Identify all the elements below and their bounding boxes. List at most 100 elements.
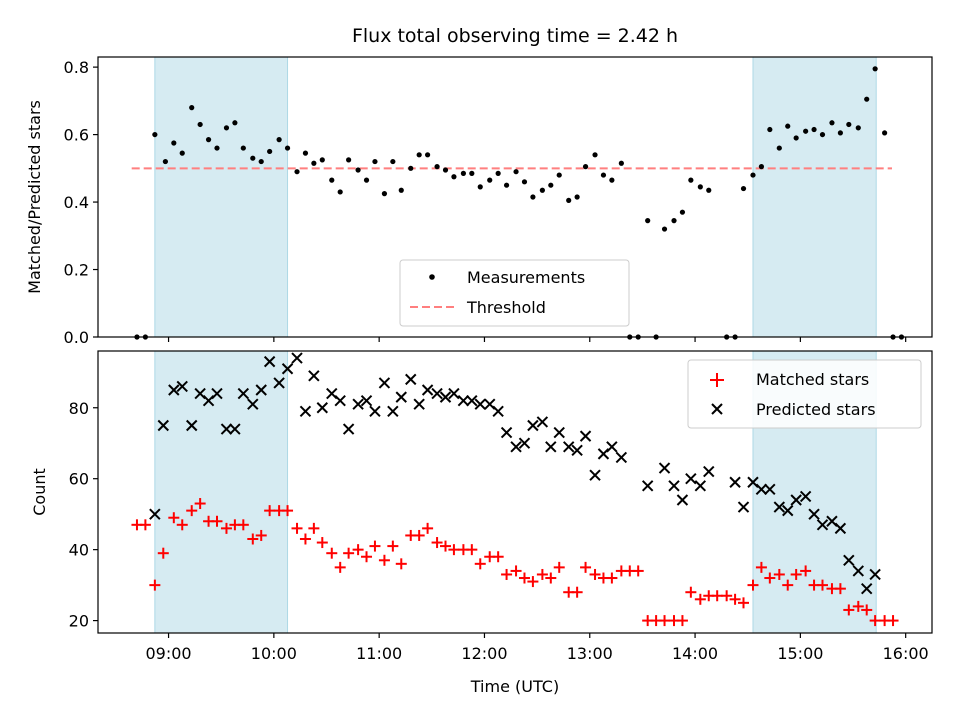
measurement-point — [846, 121, 852, 128]
shaded-interval — [154, 350, 289, 634]
legend-matched-marker — [710, 373, 724, 387]
predicted-star-point — [378, 377, 391, 389]
matched-star-point — [659, 615, 671, 627]
measurement-point — [355, 167, 361, 173]
matched-star-point — [448, 544, 460, 556]
measurement-point — [346, 157, 352, 163]
y-tick-label: 0.2 — [64, 261, 89, 280]
measurement-point — [837, 130, 843, 136]
measurement-point — [556, 172, 562, 178]
matched-star-point — [139, 519, 151, 531]
matched-star-point — [413, 529, 425, 541]
matched-star-point — [773, 568, 785, 580]
measurement-point — [171, 140, 177, 146]
bottom-panel: 20 40 60 80 09:00 10:00 11:00 12:00 13:00 14:00 1… — [30, 350, 933, 696]
predicted-star-point — [843, 554, 855, 566]
predicted-star-point — [852, 565, 864, 577]
predicted-star-point — [395, 391, 407, 403]
measurement-point — [434, 164, 440, 170]
measurement-point — [855, 125, 861, 131]
measurement-point — [152, 131, 158, 138]
measurement-point — [592, 152, 598, 158]
matched-star-point — [378, 554, 390, 566]
matched-star-point — [738, 597, 750, 609]
matched-star-point — [211, 515, 223, 527]
shaded-interval — [752, 56, 877, 338]
predicted-star-point — [518, 437, 531, 449]
predicted-star-point — [448, 387, 460, 400]
measurement-point — [521, 179, 528, 185]
predicted-star-point — [308, 370, 320, 382]
predicted-star-point — [247, 398, 259, 410]
x-tick-label: 09:00 — [145, 644, 191, 663]
legend-threshold-label: Threshold — [466, 298, 546, 317]
measurement-point — [539, 187, 545, 193]
matched-star-point — [395, 558, 407, 570]
measurement-point — [513, 169, 519, 175]
measurement-point — [495, 170, 501, 176]
measurement-point — [311, 160, 317, 166]
top-x-ticks — [167, 337, 907, 342]
matched-star-point — [492, 551, 504, 563]
matched-star-point — [510, 565, 522, 577]
matched-star-point — [518, 572, 530, 584]
predicted-star-point — [562, 441, 575, 453]
matched-star-point — [816, 579, 828, 591]
predicted-star-point — [816, 519, 829, 531]
matched-stars-series — [131, 498, 899, 627]
measurement-point — [240, 145, 246, 151]
matched-star-point — [361, 551, 373, 563]
predicted-star-point — [834, 522, 847, 535]
measurement-point — [363, 177, 370, 183]
matched-star-point — [747, 579, 759, 591]
measurement-point — [284, 145, 291, 151]
matched-star-point — [536, 568, 548, 580]
predicted-star-point — [316, 402, 329, 414]
measurement-point — [250, 155, 256, 161]
matched-star-point — [834, 583, 846, 595]
matched-star-point — [220, 522, 232, 534]
predicted-star-point — [658, 462, 671, 474]
measurement-point — [232, 120, 238, 126]
shaded-interval — [154, 56, 289, 338]
predicted-star-point — [668, 480, 680, 492]
predicted-star-point — [703, 465, 715, 478]
predicted-star-point — [606, 441, 618, 453]
x-tick-label: 16:00 — [883, 644, 929, 663]
predicted-star-point — [799, 490, 812, 503]
measurement-point — [706, 187, 712, 193]
measurement-point — [487, 177, 493, 183]
matched-star-point — [264, 505, 276, 517]
measurement-point — [408, 165, 414, 171]
matched-star-point — [764, 572, 776, 584]
predicted-star-point — [291, 352, 303, 364]
top-y-axis-label: Matched/Predicted stars — [25, 100, 44, 294]
predicted-star-point — [186, 419, 198, 432]
matched-star-point — [282, 505, 294, 517]
measurement-point — [600, 172, 607, 178]
predicted-star-point — [421, 384, 434, 396]
matched-star-point — [852, 600, 864, 612]
measurement-point — [197, 121, 203, 128]
matched-star-point — [711, 590, 723, 602]
measurement-point — [697, 184, 703, 190]
matched-star-point — [157, 547, 169, 559]
predicted-star-point — [352, 398, 364, 410]
measurement-point — [372, 158, 378, 165]
matched-star-point — [334, 561, 346, 573]
measurement-point — [645, 218, 651, 224]
y-tick-label: 60 — [69, 470, 89, 489]
predicted-star-point — [737, 501, 750, 513]
measurement-point — [803, 128, 809, 134]
matched-star-point — [149, 579, 161, 591]
measurement-point — [460, 170, 467, 176]
matched-star-point — [861, 604, 873, 616]
measurement-point — [864, 96, 870, 102]
measurement-point — [451, 174, 457, 180]
predicted-star-point — [869, 568, 881, 581]
predicted-star-point — [220, 423, 233, 435]
matched-star-point — [800, 565, 812, 577]
predicted-star-point — [281, 363, 294, 375]
predicted-star-point — [211, 387, 223, 400]
measurement-point — [758, 164, 765, 170]
